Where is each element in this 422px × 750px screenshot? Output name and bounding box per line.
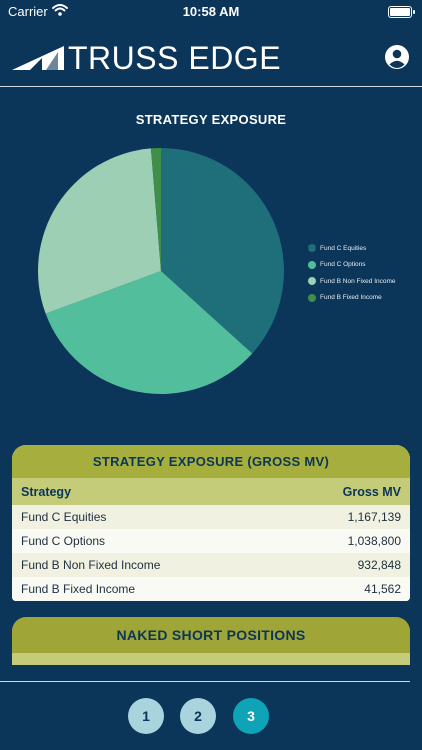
column-header-gross-mv: Gross MV xyxy=(342,484,401,499)
gross-mv-cell: 1,038,800 xyxy=(347,534,401,548)
header-divider xyxy=(0,86,422,87)
legend-item: Fund B Fixed Income xyxy=(308,290,396,307)
footer-divider xyxy=(0,681,410,682)
chart-title: STRATEGY EXPOSURE xyxy=(135,112,287,127)
pie-slice-fund-c-options[interactable] xyxy=(45,271,253,394)
page-button-2[interactable]: 2 xyxy=(180,698,216,734)
strategy-cell: Fund C Equities xyxy=(21,510,107,524)
column-header-strategy: Strategy xyxy=(21,484,72,499)
strategy-cell: Fund B Fixed Income xyxy=(21,582,136,596)
battery-icon xyxy=(388,6,415,18)
legend-label: Fund B Fixed Income xyxy=(320,294,382,302)
legend-swatch xyxy=(308,293,316,302)
naked-short-title: NAKED SHORT POSITIONS xyxy=(116,627,306,643)
gross-mv-cell: 41,562 xyxy=(364,582,401,596)
legend-swatch xyxy=(308,260,316,269)
exposure-table-title: STRATEGY EXPOSURE (GROSS MV) xyxy=(12,445,410,478)
status-bar: Carrier 10:58 AM xyxy=(0,0,422,24)
status-time: 10:58 AM xyxy=(182,4,240,19)
chart-legend: Fund C Equities Fund C Options Fund B Non … xyxy=(308,240,396,306)
logo-text: TRUSS EDGE xyxy=(68,40,282,76)
legend-item: Fund C Equities xyxy=(308,240,396,257)
pie-slice-fund-b-non-fixed-income[interactable] xyxy=(37,148,161,314)
wifi-icon xyxy=(52,3,68,21)
app-header: TRUSS EDGE xyxy=(0,34,422,84)
legend-label: Fund B Non Fixed Income xyxy=(320,277,396,285)
gross-mv-cell: 1,167,139 xyxy=(347,510,401,524)
pie-chart xyxy=(37,148,284,394)
legend-swatch xyxy=(308,244,316,253)
legend-label: Fund C Options xyxy=(320,261,366,269)
carrier-label: Carrier xyxy=(8,4,48,19)
pager: 1 2 3 xyxy=(0,698,422,734)
strategy-exposure-card: STRATEGY EXPOSURE (GROSS MV) Strategy Gr… xyxy=(12,445,410,601)
legend-item: Fund B Non Fixed Income xyxy=(308,273,396,290)
naked-short-positions-card[interactable]: NAKED SHORT POSITIONS xyxy=(12,617,410,665)
naked-short-header-strip xyxy=(12,653,410,665)
gross-mv-cell: 932,848 xyxy=(357,558,401,572)
page-button-3[interactable]: 3 xyxy=(233,698,269,734)
page-button-1[interactable]: 1 xyxy=(128,698,164,734)
strategy-cell: Fund C Options xyxy=(21,534,106,548)
strategy-cell: Fund B Non Fixed Income xyxy=(21,558,161,572)
truss-logo-icon xyxy=(12,46,64,75)
pie-slice-fund-c-equities[interactable] xyxy=(161,148,284,354)
legend-item: Fund C Options xyxy=(308,257,396,274)
legend-swatch xyxy=(308,277,316,286)
table-row: Fund C Options 1,038,800 xyxy=(12,529,410,553)
table-header-row: Strategy Gross MV xyxy=(12,478,410,505)
legend-label: Fund C Equities xyxy=(320,244,367,252)
table-row: Fund B Fixed Income 41,562 xyxy=(12,577,410,601)
profile-icon[interactable] xyxy=(384,44,410,70)
table-row: Fund C Equities 1,167,139 xyxy=(12,505,410,529)
table-row: Fund B Non Fixed Income 932,848 xyxy=(12,553,410,577)
pie-slice-fund-b-fixed-income[interactable] xyxy=(150,148,161,271)
